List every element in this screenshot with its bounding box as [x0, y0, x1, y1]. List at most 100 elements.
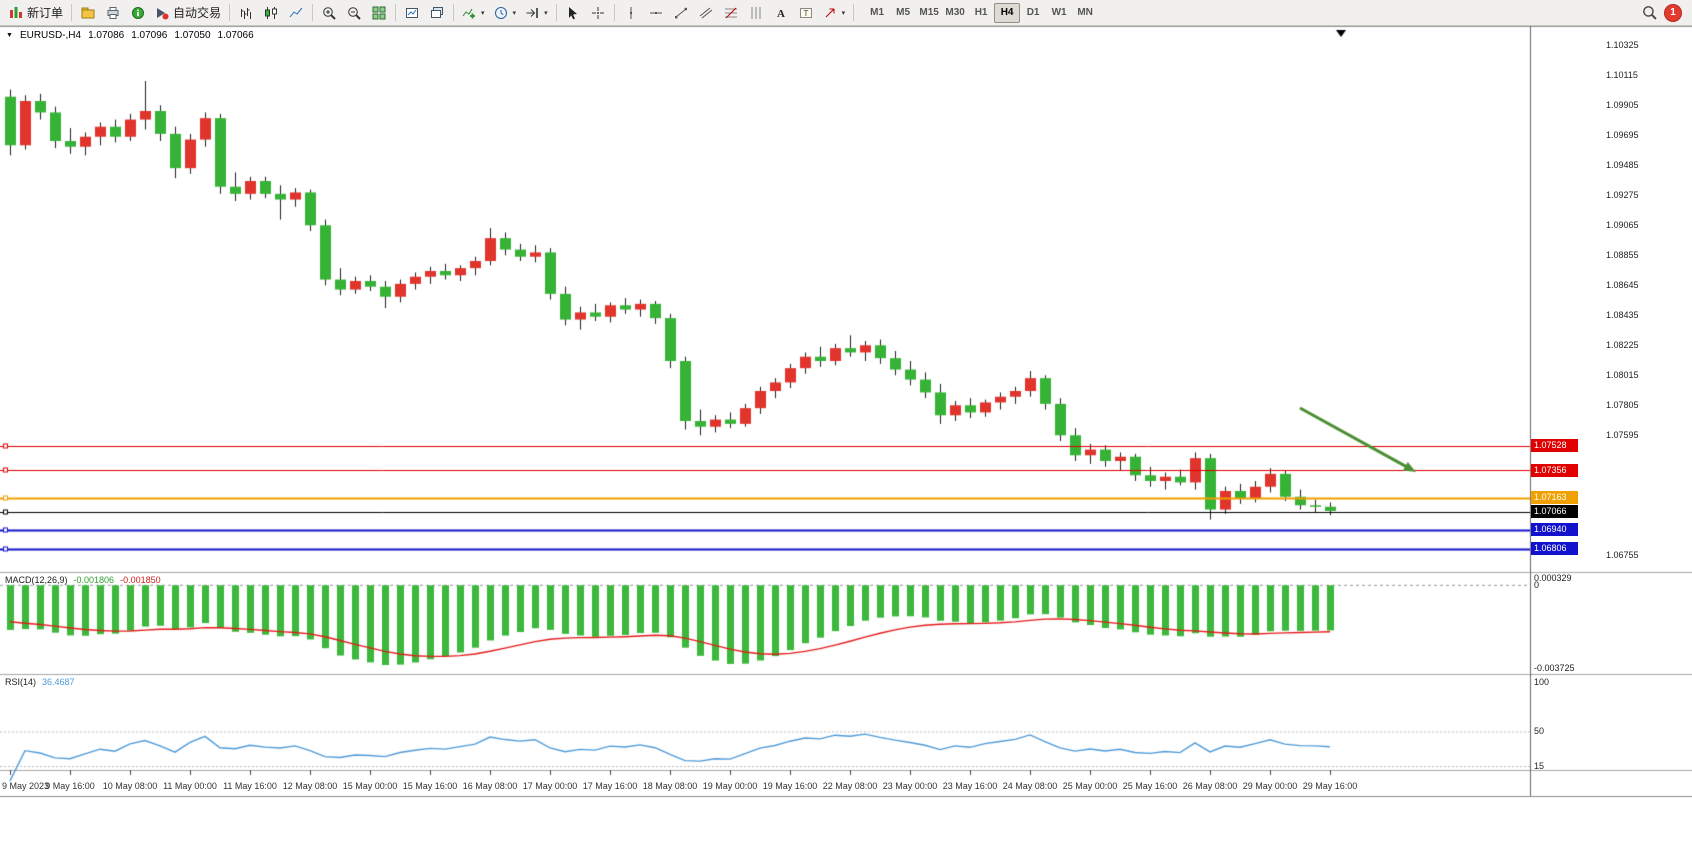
timeframe-button-w1[interactable]: W1 [1051, 7, 1067, 18]
auto-trading-label: 自动交易 [173, 6, 222, 20]
timeframe-button-mn[interactable]: MN [1077, 7, 1093, 18]
zoom-in-button[interactable] [317, 2, 341, 24]
text-label-button[interactable]: T [794, 2, 818, 24]
price-line-badge-1.07356[interactable]: 1.07356 [1531, 463, 1578, 477]
ohlc-open: 1.07086 [88, 30, 125, 41]
timeframe-button-m30[interactable]: M30 [945, 7, 965, 18]
crosshair-button[interactable] [586, 2, 610, 24]
chart-collapse-caret-icon[interactable]: ▼ [6, 32, 13, 39]
cursor-icon [568, 6, 577, 19]
time-axis-label: 15 May 16:00 [402, 781, 458, 791]
price-tick-label: 1.09065 [1606, 220, 1639, 230]
toolbar-separator [312, 4, 314, 21]
text-icon: A [777, 8, 785, 20]
toolbar-separator [555, 4, 557, 21]
text-button[interactable]: A [769, 2, 793, 24]
bar-chart-button[interactable] [234, 2, 258, 24]
zoom-in-icon [323, 6, 336, 20]
print-button[interactable] [101, 2, 125, 24]
fibonacci-icon [724, 7, 737, 18]
price-tick-label: 1.09275 [1606, 190, 1639, 200]
charts-profile-button[interactable] [76, 2, 100, 24]
price-line-badge-1.06940[interactable]: 1.06940 [1531, 523, 1578, 537]
timeframe-button-m5[interactable]: M5 [896, 7, 911, 18]
rsi-axis-label: 100 [1534, 677, 1550, 687]
price-line-badge-1.07163[interactable]: 1.07163 [1531, 491, 1578, 505]
time-axis-label: 12 May 08:00 [282, 781, 338, 791]
time-axis-label: 19 May 00:00 [702, 781, 758, 791]
data-window-button[interactable] [126, 2, 150, 24]
macd-indicator-label: MACD(12,26,9) -0.001806 -0.001850 [5, 575, 161, 585]
price-line-badge-1.06806[interactable]: 1.06806 [1531, 542, 1578, 556]
indicators-plus-icon [462, 8, 476, 18]
toolbar-separator [853, 4, 855, 21]
horizontal-line-button[interactable] [644, 2, 668, 24]
notification-badge[interactable]: 1 [1665, 4, 1681, 21]
cursor-button[interactable] [561, 2, 585, 24]
equidistant-channel-button[interactable] [694, 2, 718, 24]
cascade-windows-button[interactable] [425, 2, 449, 24]
chart-canvas[interactable] [0, 26, 1692, 798]
price-tick-label: 1.09905 [1606, 100, 1639, 110]
timeframe-button-m1[interactable]: M1 [870, 7, 885, 18]
chart-symbol-label: EURUSD-,H4 [19, 30, 82, 41]
time-axis-label: 25 May 16:00 [1122, 781, 1178, 791]
trendline-button[interactable] [669, 2, 693, 24]
price-tick-label: 1.08015 [1606, 370, 1639, 380]
candlestick-chart-button[interactable] [259, 2, 283, 24]
timeframe-button-h1[interactable]: H1 [974, 7, 988, 18]
price-tick-label: 1.10115 [1606, 70, 1638, 80]
vertical-line-button[interactable] [619, 2, 643, 24]
time-axis-label: 29 May 16:00 [1302, 781, 1358, 791]
macd-value-signal: -0.001850 [120, 575, 161, 585]
clock-button[interactable]: ▾ [490, 2, 521, 24]
line-chart-button[interactable] [284, 2, 308, 24]
indicators-button[interactable]: ▾ [458, 2, 489, 24]
cycle-lines-icon [751, 6, 761, 19]
time-axis-label: 26 May 08:00 [1182, 781, 1238, 791]
svg-text:A: A [777, 8, 785, 20]
new-chart-button[interactable] [400, 2, 424, 24]
ohlc-close: 1.07066 [217, 30, 254, 41]
tile-windows-button[interactable] [367, 2, 391, 24]
search-icon[interactable] [1642, 5, 1657, 20]
crosshair-icon [591, 6, 604, 19]
printer-icon [107, 6, 119, 19]
chevron-down-icon: ▾ [544, 9, 548, 17]
price-tick-label: 1.10325 [1606, 40, 1639, 50]
timeframe-button-d1[interactable]: D1 [1026, 7, 1040, 18]
fibonacci-button[interactable] [719, 2, 743, 24]
bar-chart-icon [241, 7, 252, 19]
time-axis-label: 22 May 08:00 [822, 781, 878, 791]
arrow-tools-button[interactable]: ▾ [819, 2, 850, 24]
time-axis-label: 23 May 00:00 [882, 781, 938, 791]
cycle-lines-button[interactable] [744, 2, 768, 24]
toolbar-separator [229, 4, 231, 21]
timeframe-toolbar: M1 M5 M15 M30 H1 H4 D1 W1 MN [864, 2, 1098, 23]
time-axis-label: 24 May 08:00 [1002, 781, 1058, 791]
macd-axis-label: 0 [1534, 580, 1540, 591]
chart-shift-button[interactable]: ▾ [521, 2, 552, 24]
horizontal-line-icon [649, 11, 662, 14]
timeframe-button-h4[interactable]: H4 [994, 2, 1021, 23]
time-axis-label: 11 May 00:00 [163, 781, 217, 791]
main-toolbar: 新订单 自动交易 ▾ ▾ [0, 0, 1692, 26]
timeframe-button-m15[interactable]: M15 [919, 7, 939, 18]
time-axis-label: 9 May 16:00 [45, 781, 95, 791]
auto-trading-button[interactable]: 自动交易 [151, 2, 225, 24]
rsi-value: 36.4687 [42, 677, 75, 687]
toolbar-separator [613, 4, 615, 21]
rsi-axis-label: 50 [1534, 726, 1545, 737]
price-tick-label: 1.09485 [1606, 160, 1639, 170]
time-axis-label: 16 May 08:00 [462, 781, 518, 791]
chart-shift-icon [526, 7, 538, 18]
macd-axis-label: -0.003725 [1534, 663, 1575, 673]
time-axis-label: 10 May 08:00 [102, 781, 158, 791]
price-line-badge-1.07066[interactable]: 1.07066 [1531, 505, 1578, 519]
auto-trading-icon [157, 7, 169, 19]
zoom-out-button[interactable] [342, 2, 366, 24]
time-axis-label: 19 May 16:00 [762, 781, 818, 791]
new-order-button[interactable]: 新订单 [5, 2, 67, 24]
price-line-badge-1.07528[interactable]: 1.07528 [1531, 439, 1578, 453]
price-tick-label: 1.07595 [1606, 430, 1639, 440]
